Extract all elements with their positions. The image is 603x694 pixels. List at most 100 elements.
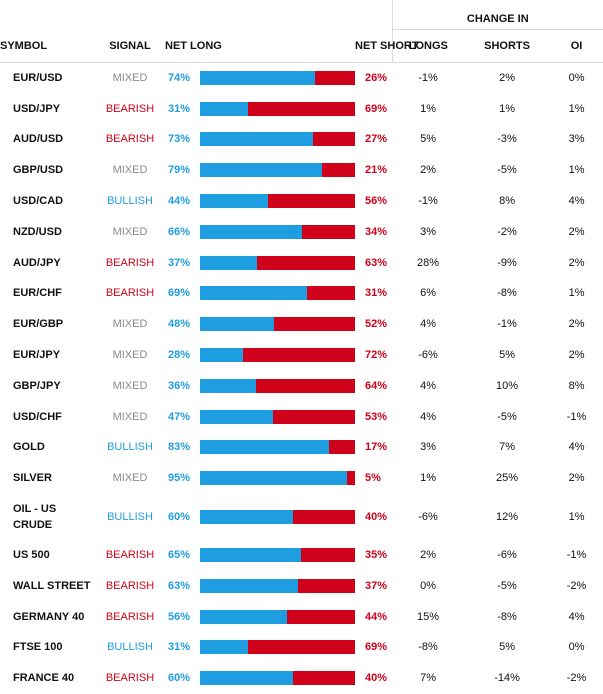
table-row[interactable]: FRANCE 40 BEARISH 60% 40% 7% -14% -2% xyxy=(0,663,603,694)
symbol-cell[interactable]: GOLD xyxy=(13,441,45,454)
table-row[interactable]: GERMANY 40 BEARISH 56% 44% 15% -8% 4% xyxy=(0,601,603,632)
sentiment-bar-cell xyxy=(200,432,355,463)
net-short-value: 52% xyxy=(365,318,388,331)
sentiment-bar-cell xyxy=(200,401,355,432)
symbol-header[interactable]: SYMBOL xyxy=(0,29,95,63)
sentiment-bar-cell xyxy=(200,570,355,601)
symbol-cell[interactable]: EUR/GBP xyxy=(13,318,64,331)
table-row[interactable]: GBP/USD MIXED 79% 21% 2% -5% 1% xyxy=(0,155,603,186)
table-row[interactable]: US 500 BEARISH 65% 35% 2% -6% -1% xyxy=(0,540,603,571)
net-long-value: 65% xyxy=(167,549,190,562)
signal-cell: MIXED xyxy=(112,472,148,485)
symbol-cell[interactable]: FTSE 100 xyxy=(13,641,63,654)
symbol-cell[interactable]: AUD/JPY xyxy=(13,256,61,269)
table-row[interactable]: OIL - US CRUDE BULLISH 60% 40% -6% 12% 1% xyxy=(0,494,603,540)
shorts-change: -5% xyxy=(497,164,517,177)
net-short-value: 34% xyxy=(365,225,388,238)
symbol-cell[interactable]: EUR/JPY xyxy=(13,349,61,362)
table-row[interactable]: GOLD BULLISH 83% 17% 3% 7% 4% xyxy=(0,432,603,463)
symbol-cell[interactable]: EUR/USD xyxy=(13,72,63,85)
signal-header[interactable]: SIGNAL xyxy=(95,29,165,63)
longs-change: 2% xyxy=(420,164,436,177)
symbol-cell[interactable]: USD/CHF xyxy=(13,410,62,423)
net-long-value: 83% xyxy=(167,441,190,454)
net-long-value: 66% xyxy=(167,225,190,238)
net-long-fill xyxy=(200,471,348,486)
symbol-cell[interactable]: GERMANY 40 xyxy=(13,610,85,623)
symbol-cell[interactable]: OIL - US CRUDE xyxy=(13,502,57,531)
net-long-header[interactable]: NET LONG xyxy=(165,29,355,63)
sentiment-bar-cell xyxy=(200,463,355,494)
longs-change: 15% xyxy=(417,610,440,623)
symbol-cell[interactable]: USD/CAD xyxy=(13,195,64,208)
signal-cell: BEARISH xyxy=(105,256,155,269)
net-long-fill xyxy=(200,671,293,686)
oi-change: -2% xyxy=(566,579,587,592)
oi-header[interactable]: OI xyxy=(550,29,603,63)
longs-header[interactable]: LONGS xyxy=(391,29,465,63)
net-long-value: 48% xyxy=(167,318,190,331)
sentiment-bar xyxy=(200,194,355,209)
oi-change: 2% xyxy=(568,256,585,269)
net-long-fill xyxy=(200,378,256,393)
symbol-cell[interactable]: GBP/JPY xyxy=(13,379,61,392)
net-long-value: 28% xyxy=(167,349,190,362)
symbol-cell[interactable]: WALL STREET xyxy=(13,579,91,592)
sentiment-bar-cell xyxy=(200,494,355,540)
symbol-cell[interactable]: AUD/USD xyxy=(13,133,64,146)
symbol-cell[interactable]: SILVER xyxy=(13,472,52,485)
longs-change: 1% xyxy=(420,102,436,115)
table-row[interactable]: AUD/USD BEARISH 73% 27% 5% -3% 3% xyxy=(0,124,603,155)
signal-cell: BEARISH xyxy=(105,610,155,623)
table-row[interactable]: WALL STREET BEARISH 63% 37% 0% -5% -2% xyxy=(0,570,603,601)
shorts-change: 25% xyxy=(496,472,519,485)
net-short-header[interactable]: NET SHORT xyxy=(355,29,419,63)
sentiment-bar-cell xyxy=(200,601,355,632)
net-short-value: 35% xyxy=(365,549,388,562)
table-row[interactable]: EUR/USD MIXED 74% 26% -1% 2% 0% xyxy=(0,63,603,94)
net-long-fill xyxy=(200,640,249,655)
net-short-value: 69% xyxy=(365,641,388,654)
shorts-change: -5% xyxy=(497,410,517,423)
longs-change: 1% xyxy=(420,472,436,485)
sentiment-bar xyxy=(200,101,355,116)
table-row[interactable]: USD/CHF MIXED 47% 53% 4% -5% -1% xyxy=(0,401,603,432)
net-long-fill xyxy=(200,440,329,455)
net-long-fill xyxy=(200,509,293,524)
symbol-cell[interactable]: NZD/USD xyxy=(13,225,62,238)
symbol-cell[interactable]: FRANCE 40 xyxy=(13,672,75,685)
sentiment-bar xyxy=(200,71,355,86)
longs-change: 7% xyxy=(420,672,436,685)
net-long-fill xyxy=(200,317,275,332)
table-row[interactable]: EUR/CHF BEARISH 69% 31% 6% -8% 1% xyxy=(0,278,603,309)
longs-change: -6% xyxy=(418,510,438,523)
net-short-value: 17% xyxy=(365,441,388,454)
oi-change: 2% xyxy=(568,318,585,331)
signal-cell: BEARISH xyxy=(105,672,155,685)
signal-cell: BULLISH xyxy=(107,641,153,654)
symbol-cell[interactable]: EUR/CHF xyxy=(13,287,62,300)
sentiment-bar xyxy=(200,409,355,424)
table-row[interactable]: NZD/USD MIXED 66% 34% 3% -2% 2% xyxy=(0,216,603,247)
table-row[interactable]: USD/CAD BULLISH 44% 56% -1% 8% 4% xyxy=(0,186,603,217)
shorts-header[interactable]: SHORTS xyxy=(464,29,551,63)
longs-change: 5% xyxy=(420,133,436,146)
symbol-cell[interactable]: US 500 xyxy=(13,549,50,562)
net-long-fill xyxy=(200,194,269,209)
table-row[interactable]: USD/JPY BEARISH 31% 69% 1% 1% 1% xyxy=(0,93,603,124)
table-row[interactable]: SILVER MIXED 95% 5% 1% 25% 2% xyxy=(0,463,603,494)
oi-change: 2% xyxy=(568,225,585,238)
sentiment-bar xyxy=(200,255,355,270)
net-long-value: 60% xyxy=(167,672,190,685)
sentiment-bar xyxy=(200,578,355,593)
table-row[interactable]: EUR/GBP MIXED 48% 52% 4% -1% 2% xyxy=(0,309,603,340)
symbol-cell[interactable]: GBP/USD xyxy=(13,164,64,177)
symbol-cell[interactable]: USD/JPY xyxy=(13,102,61,115)
table-row[interactable]: EUR/JPY MIXED 28% 72% -6% 5% 2% xyxy=(0,340,603,371)
table-row[interactable]: AUD/JPY BEARISH 37% 63% 28% -9% 2% xyxy=(0,247,603,278)
signal-cell: MIXED xyxy=(112,164,148,177)
net-long-value: 79% xyxy=(167,164,190,177)
table-row[interactable]: FTSE 100 BULLISH 31% 69% -8% 5% 0% xyxy=(0,632,603,663)
sentiment-bar-cell xyxy=(200,155,355,186)
table-row[interactable]: GBP/JPY MIXED 36% 64% 4% 10% 8% xyxy=(0,370,603,401)
